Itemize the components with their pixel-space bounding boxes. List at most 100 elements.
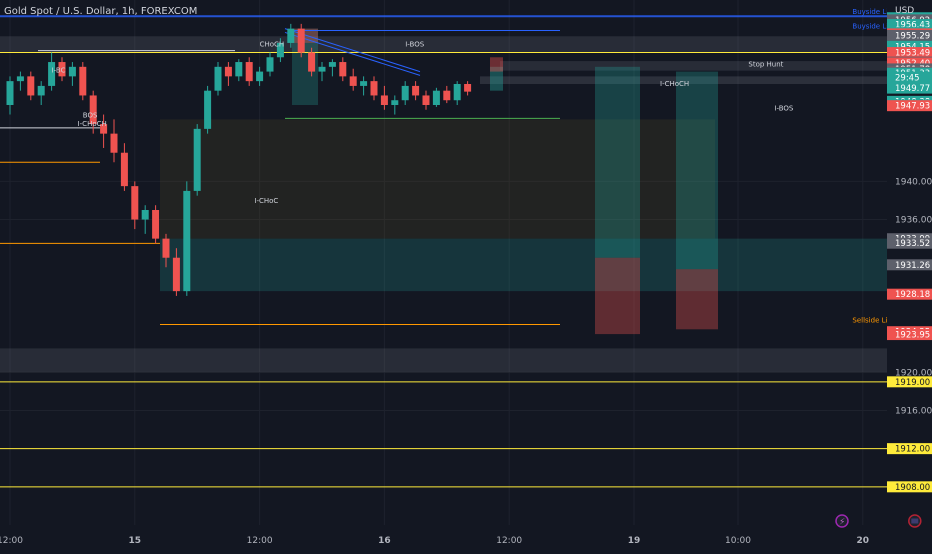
grid-lines (0, 0, 887, 525)
premium-zone (0, 36, 887, 53)
price-label-bg (887, 288, 932, 300)
chart-title: Gold Spot / U.S. Dollar, 1h, FOREXCOM (4, 6, 197, 17)
candle-body (453, 84, 461, 101)
annotation-label: I-CHoCH (660, 80, 689, 88)
candle-body (245, 62, 253, 82)
time-tick: 10:00 (725, 536, 751, 546)
lightning-event-icon[interactable] (835, 514, 849, 528)
price-label: 1912.00 (895, 445, 930, 455)
trend-line-1 (284, 28, 421, 73)
candle-body (339, 62, 347, 77)
candle-body (432, 90, 440, 105)
candle-body (110, 133, 118, 153)
candle-body (370, 81, 378, 96)
candle-body (58, 62, 66, 77)
price-label-bg (887, 82, 932, 94)
time-tick: 12:00 (247, 536, 273, 546)
time-axis-bg (0, 525, 932, 550)
candle-body (131, 186, 139, 220)
candle-body (360, 81, 368, 86)
currency-label: USD (895, 6, 914, 16)
candle-body (37, 85, 45, 96)
zones (0, 28, 887, 373)
supply-zone-2 (480, 76, 887, 84)
candle-body (235, 62, 243, 77)
price-label: 1955.29 (895, 31, 930, 41)
demand-zone (160, 238, 887, 292)
position-target-1 (595, 66, 640, 258)
supply-zone (500, 61, 887, 71)
candle-body (422, 95, 430, 105)
price-label-bg (887, 47, 932, 59)
candle-body (6, 81, 14, 105)
price-label-bg (887, 443, 932, 455)
annotation-label: I-CHoC (254, 197, 278, 205)
price-tick: 1916.00 (895, 406, 932, 416)
price-label: 1949.77 (895, 84, 930, 94)
candle-body (141, 210, 149, 220)
annotation-label: Buyside Liquidity (852, 23, 912, 31)
price-label-bg (887, 481, 932, 493)
candle-body (318, 66, 326, 72)
candle-body (120, 152, 128, 187)
trend-line-2 (284, 31, 421, 76)
candle-body (16, 76, 24, 82)
candle-body (172, 257, 180, 292)
position-stop-1 (595, 257, 640, 335)
annotation-label: I-BOS (405, 41, 425, 49)
candle-body (204, 90, 212, 129)
position-target-2 (676, 71, 718, 270)
candlestick-series (6, 23, 472, 296)
annotation-label: I-BC (52, 66, 66, 74)
candle-body (401, 85, 409, 101)
candle-body (100, 124, 108, 134)
candle-body (276, 42, 284, 58)
price-label-bg (887, 237, 932, 249)
candle-body (214, 66, 222, 91)
candle-body (152, 210, 160, 239)
price-label: 1956.43 (895, 21, 930, 31)
annotation-label: Stop Hunt (748, 61, 783, 69)
extreme-zone (0, 348, 887, 373)
time-tick: 12:00 (0, 536, 23, 546)
candle-body (183, 190, 191, 292)
time-tick: 12:00 (496, 536, 522, 546)
price-label: 1953.49 (895, 49, 930, 59)
discount-zone (160, 119, 715, 239)
price-label: 1947.93 (895, 102, 930, 112)
price-label-bg (887, 259, 932, 271)
price-label: 1933.52 (895, 239, 930, 249)
candle-body (328, 62, 336, 67)
price-tick: 1936.00 (895, 216, 932, 226)
annotation-label: I-CHoCH (78, 120, 107, 128)
time-tick: 15 (129, 536, 142, 546)
time-axis[interactable]: 12:001512:001612:001910:002012:002112:00… (0, 525, 932, 550)
price-label: 1931.26 (895, 261, 930, 271)
annotation-label: CHoCH (260, 41, 285, 49)
annotation-label: Sellside Liquidity (852, 317, 911, 325)
event-icons[interactable]: ⚡ (835, 514, 932, 528)
price-label-bg (887, 29, 932, 41)
candle-body (287, 28, 295, 43)
candle-body (48, 62, 56, 86)
candle-body (464, 84, 472, 92)
annotation-label: BOS (83, 111, 98, 119)
price-label-bg (887, 376, 932, 388)
price-label: 1908.00 (895, 483, 930, 493)
candle-body (266, 57, 274, 72)
level-lines (0, 15, 887, 488)
candle-body (391, 100, 399, 105)
price-label-bg (887, 40, 932, 52)
candle-body (224, 66, 232, 77)
candle-body (162, 238, 170, 258)
annotation-label: I-BOS (774, 105, 794, 113)
candle-body (68, 66, 76, 77)
price-label-bg (887, 329, 932, 341)
price-axis[interactable]: 1940.001936.001920.001916.001957.141956.… (887, 0, 932, 525)
candle-body (380, 95, 388, 105)
candle-body (412, 85, 420, 96)
price-label-bg (887, 57, 932, 69)
